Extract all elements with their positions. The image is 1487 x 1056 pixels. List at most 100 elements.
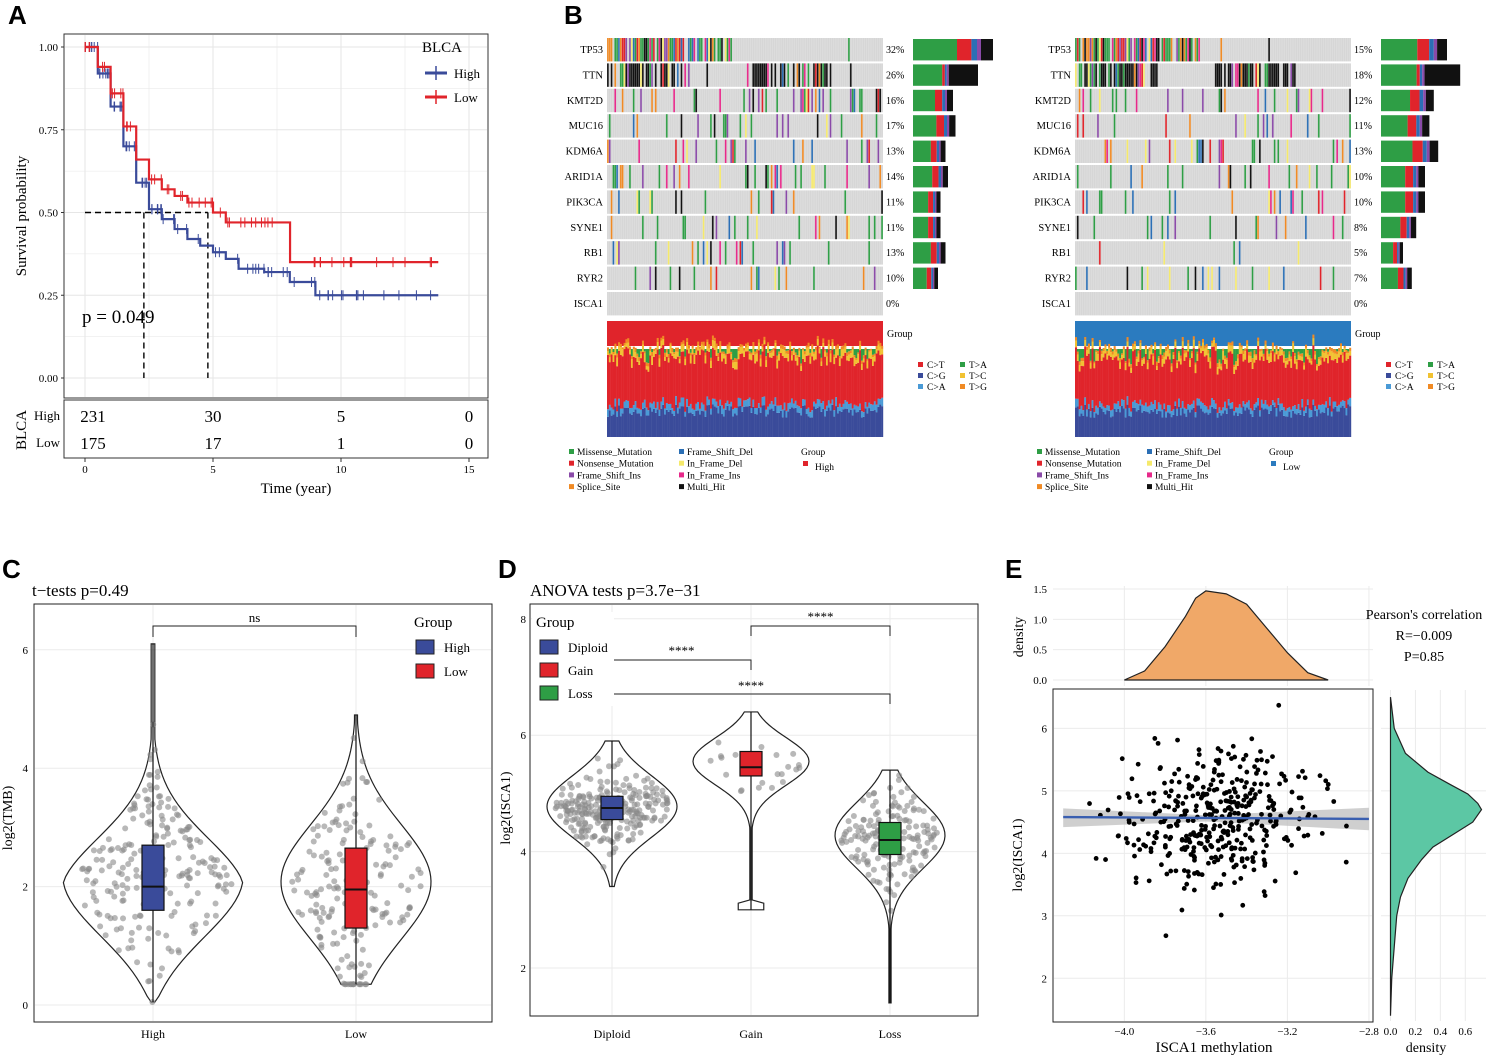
titv-segment — [636, 349, 639, 354]
titv-segment — [756, 361, 759, 409]
titv-segment — [728, 404, 731, 411]
titv-segment — [743, 406, 746, 437]
titv-segment — [607, 347, 610, 352]
titv-segment — [647, 410, 650, 416]
side-bar-segment — [933, 267, 935, 289]
oncoplot-cell — [1181, 88, 1184, 113]
titv-segment — [765, 416, 768, 437]
titv-segment — [802, 348, 805, 351]
oncoplot-cell — [1137, 38, 1140, 62]
titv-segment — [796, 357, 799, 366]
oncoplot-cell — [680, 114, 683, 138]
titv-segment — [783, 346, 786, 351]
oncoplot-cell — [610, 38, 613, 62]
oncoplot-cell — [1093, 38, 1096, 62]
titv-segment — [827, 400, 830, 408]
oncoplot-cell — [1292, 63, 1294, 87]
oncoplot-cell — [1187, 266, 1189, 290]
oncoplot-cell — [1078, 63, 1081, 87]
titv-segment — [871, 357, 874, 366]
oncoplot-cell — [1194, 38, 1197, 62]
oncoplot-cell — [757, 63, 760, 87]
titv-segment — [724, 349, 727, 354]
oncoplot-cell — [746, 63, 749, 87]
oncoplot-cell — [1130, 38, 1132, 62]
titv-legend-swatch — [960, 384, 965, 389]
titv-segment — [853, 357, 856, 367]
oncoplot-cell — [746, 215, 749, 240]
titv-segment — [739, 398, 742, 406]
titv-segment — [864, 347, 867, 351]
side-bar-segment — [1419, 89, 1424, 112]
titv-segment — [759, 358, 762, 367]
oncoplot-cell — [1305, 215, 1307, 240]
titv-segment — [623, 342, 626, 345]
titv-segment — [776, 412, 779, 437]
variant-legend-label: In_Frame_Ins — [687, 471, 741, 481]
oncoplot-cell — [1168, 38, 1171, 62]
titv-segment — [759, 366, 762, 408]
titv-segment — [873, 401, 876, 411]
titv-segment — [733, 369, 736, 408]
oncoplot-cell — [708, 38, 710, 62]
titv-segment — [840, 358, 843, 407]
titv-segment — [658, 354, 661, 359]
oncoplot-cell — [730, 38, 733, 62]
oncoplot-cell — [1190, 38, 1193, 62]
titv-segment — [641, 402, 644, 409]
oncoplot-cell — [1122, 63, 1125, 87]
km-legend-high-label: High — [454, 66, 481, 81]
titv-segment — [643, 399, 646, 408]
oncoplot-cell — [1076, 215, 1079, 240]
oncoplot-cell — [1244, 165, 1247, 189]
titv-segment — [687, 353, 690, 407]
titv-segment — [632, 411, 635, 437]
oncoplot-cell — [610, 63, 613, 87]
titv-segment — [840, 406, 843, 412]
titv-segment — [684, 416, 687, 437]
titv-segment — [675, 404, 678, 437]
titv-segment — [710, 408, 713, 415]
oncoplot-cell — [1102, 63, 1105, 87]
titv-segment — [651, 364, 654, 404]
titv-segment — [794, 349, 797, 353]
variant-legend-swatch — [569, 460, 574, 466]
titv-segment — [870, 410, 873, 437]
oncoplot-cell — [726, 114, 729, 138]
titv-segment — [732, 362, 735, 368]
oncoplot-cell — [1268, 38, 1270, 62]
titv-segment — [879, 346, 882, 356]
oncoplot-cell — [1257, 215, 1259, 240]
titv-segment — [678, 408, 681, 437]
oncoplot-cell — [715, 139, 718, 163]
oncoplot-cell — [1124, 190, 1127, 214]
oncoplot-cell — [743, 88, 745, 113]
titv-segment — [728, 342, 731, 346]
oncoplot-cell — [1209, 139, 1212, 163]
titv-segment — [783, 350, 786, 358]
oncoplot-cell — [619, 165, 622, 189]
titv-segment — [814, 359, 817, 404]
titv-segment — [825, 405, 828, 411]
oncoplot-cell — [724, 38, 727, 62]
oncoplot-cell — [710, 241, 712, 265]
titv-segment — [754, 349, 757, 352]
titv-segment — [706, 342, 709, 351]
oncoplot-cell — [767, 165, 769, 189]
titv-segment — [687, 345, 690, 349]
oncoplot-cell — [632, 63, 635, 87]
titv-segment — [673, 410, 676, 416]
titv-segment — [704, 416, 707, 437]
side-bar-segment — [932, 166, 939, 188]
panel-letter-d: D — [498, 554, 517, 584]
oncoplot-cell — [673, 38, 675, 62]
titv-segment — [737, 351, 740, 360]
titv-segment — [816, 407, 819, 437]
variant-legend-swatch — [679, 484, 684, 490]
oncoplot-cell — [1259, 139, 1261, 163]
oncoplot-cell — [618, 190, 620, 214]
oncoplot-cell — [803, 63, 806, 87]
titv-segment — [840, 349, 843, 359]
titv-segment — [811, 348, 814, 357]
titv-segment — [638, 357, 641, 362]
